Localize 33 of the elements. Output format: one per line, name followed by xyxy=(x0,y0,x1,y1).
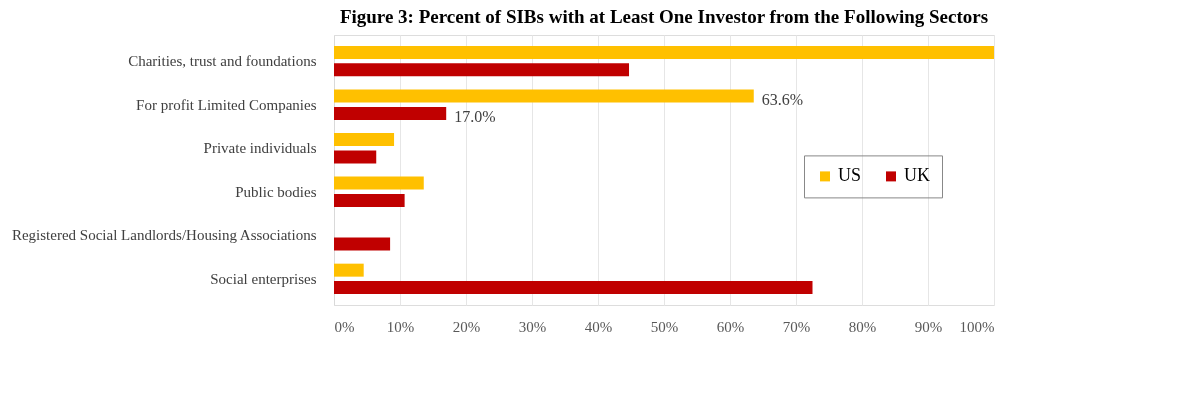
y-tick-label: For profit Limited Companies xyxy=(136,96,317,113)
legend-label: US xyxy=(838,165,862,186)
data-label: 17.0% xyxy=(454,108,496,126)
x-tick-label: 40% xyxy=(584,318,613,335)
bar xyxy=(334,176,424,190)
y-tick-label: Private individuals xyxy=(203,140,317,157)
chart-title: Figure 3: Percent of SIBs with at Least One Investor from the Following Sectors xyxy=(339,6,989,27)
bar xyxy=(334,263,364,277)
x-tick-label: 60% xyxy=(716,318,745,335)
x-tick-label: 100% xyxy=(959,318,995,335)
legend-label: UK xyxy=(904,165,930,186)
bar xyxy=(334,133,395,147)
bar xyxy=(334,45,994,59)
bar xyxy=(334,63,630,77)
x-tick-label: 0% xyxy=(334,318,355,335)
bar xyxy=(334,193,405,207)
x-tick-label: 20% xyxy=(452,318,481,335)
bar xyxy=(334,106,447,120)
bar xyxy=(334,89,754,103)
data-label: 63.6% xyxy=(761,90,804,108)
y-tick-label: Registered Social Landlords/Housing Associations xyxy=(11,227,317,244)
x-tick-label: 90% xyxy=(914,318,943,335)
x-tick-label: 80% xyxy=(848,318,877,335)
bar xyxy=(334,281,813,295)
y-tick-label: Public bodies xyxy=(235,183,317,200)
bar xyxy=(334,237,391,251)
x-tick-label: 30% xyxy=(518,318,547,335)
x-tick-label: 10% xyxy=(386,318,415,335)
x-tick-label: 50% xyxy=(650,318,679,335)
x-tick-label: 70% xyxy=(782,318,811,335)
bar xyxy=(334,150,377,164)
y-tick-label: Charities, trust and foundations xyxy=(128,53,317,70)
y-tick-label: Social enterprises xyxy=(210,270,317,287)
